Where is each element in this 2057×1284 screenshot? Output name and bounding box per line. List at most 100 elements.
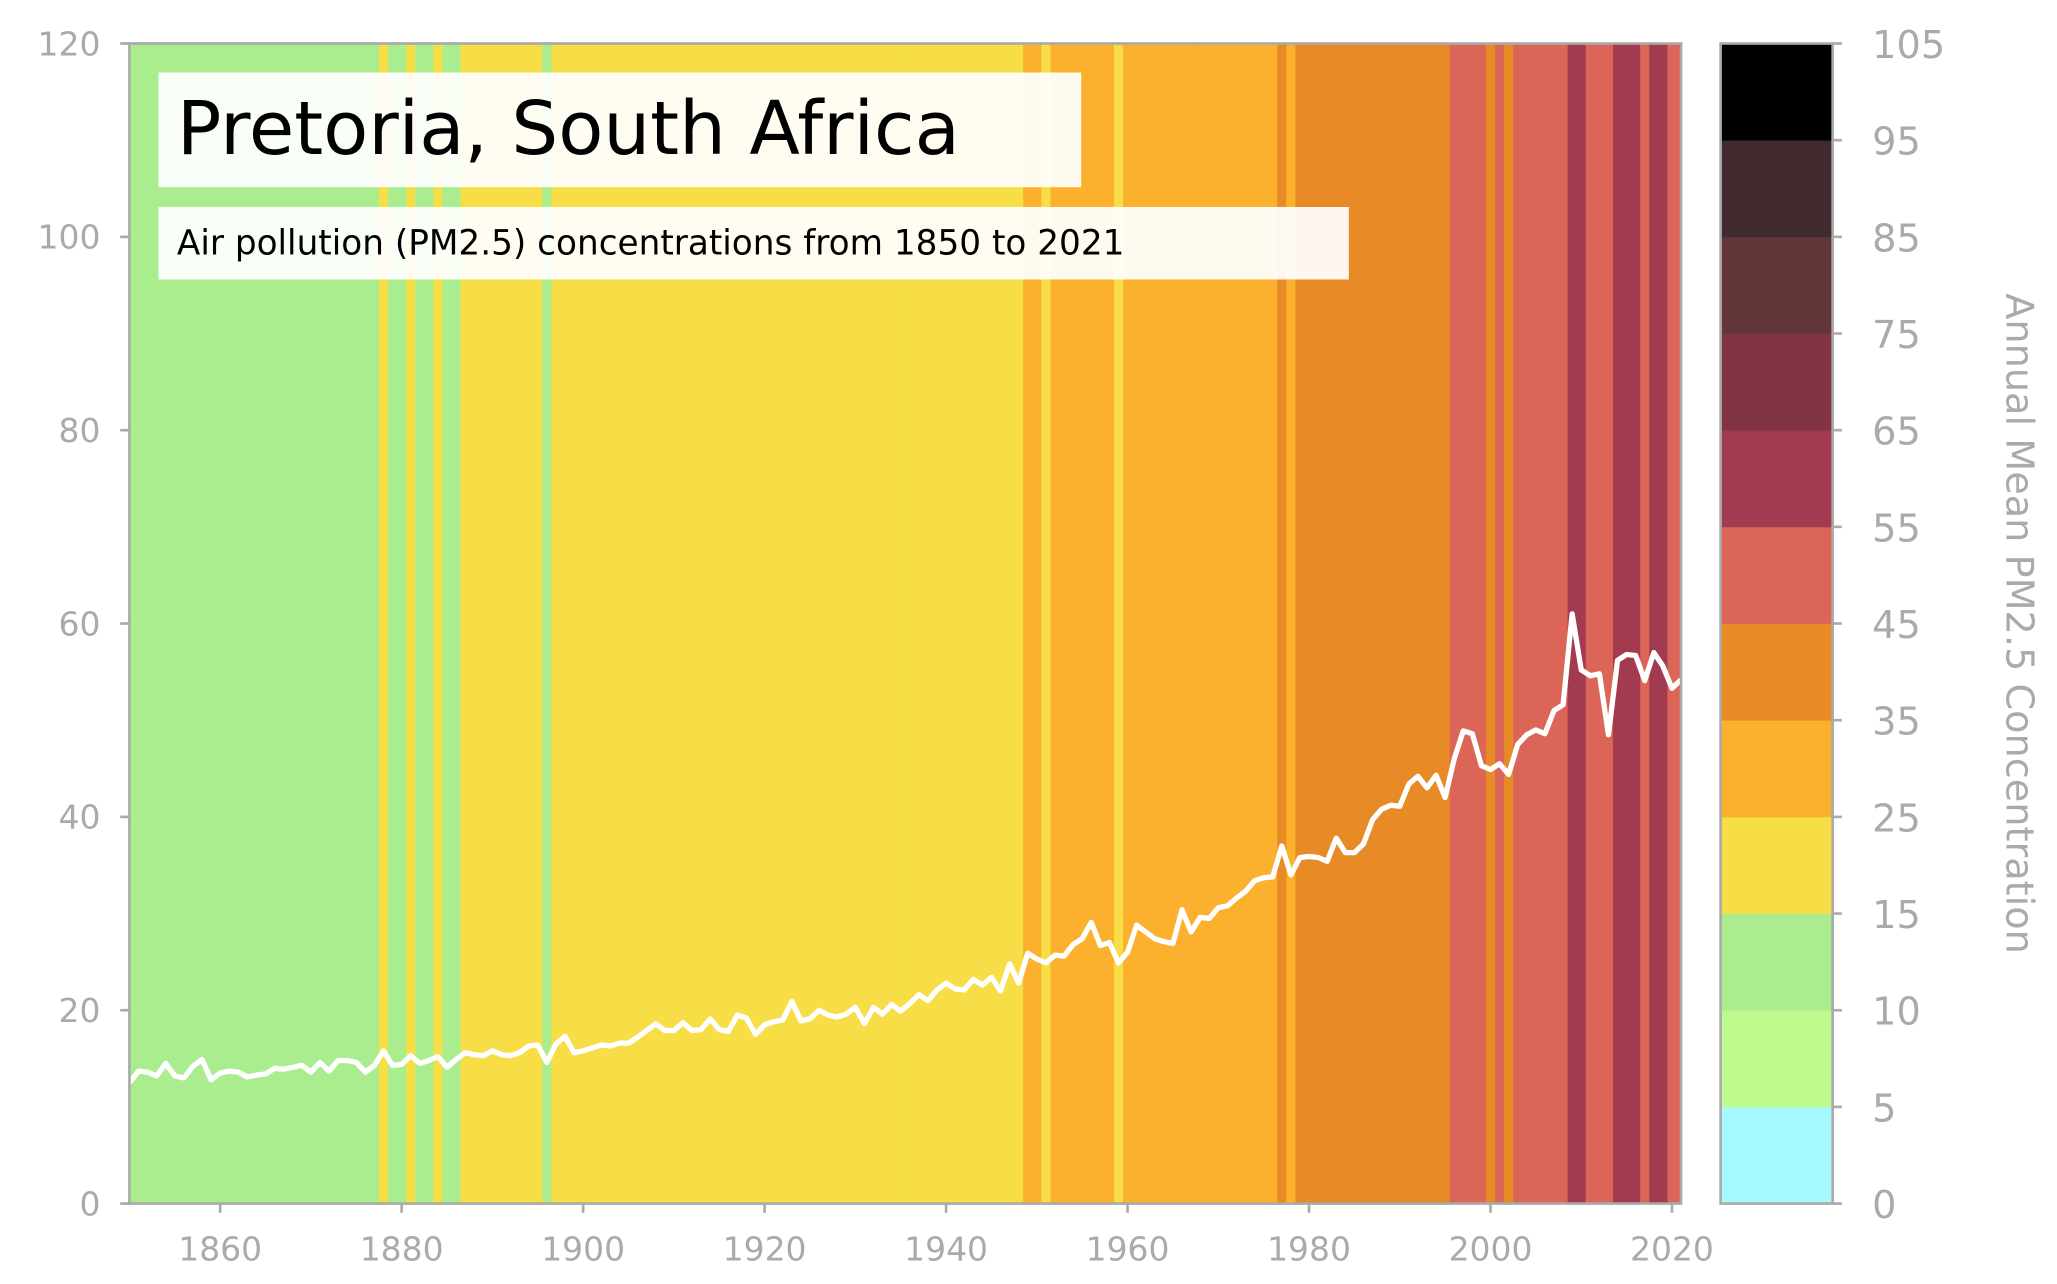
stripe [1059,43,1070,1204]
y-tick-label: 100 [38,218,101,257]
stripe [487,43,498,1204]
colorbar-tick-label: 25 [1872,797,1921,841]
stripe [206,43,217,1204]
stripe [378,43,389,1204]
stripe [1195,43,1206,1204]
colorbar-bin [1720,140,1833,238]
stripe [1676,43,1682,1204]
stripe [478,43,489,1204]
pm25-line [129,611,1682,1085]
x-tick-label: 1920 [723,1229,807,1268]
stripe [796,43,806,1204]
stripe [696,43,707,1204]
stripe [1113,43,1124,1204]
stripe [505,43,516,1204]
stripe [1558,43,1569,1204]
colorbar-bin [1720,623,1833,721]
stripe [1141,43,1151,1204]
stripe [1513,43,1523,1204]
stripe [587,43,598,1204]
x-tick-label: 1880 [360,1229,444,1268]
stripe [1495,43,1505,1204]
colorbar-bin [1720,430,1833,528]
stripe [850,43,861,1204]
stripe [415,43,425,1204]
y-tick-label: 120 [38,24,101,63]
stripe [868,43,879,1204]
stripe [642,43,652,1204]
stripe [1023,43,1033,1204]
y-tick-label: 80 [59,411,101,450]
stripe [1522,43,1532,1204]
stripe [760,43,770,1204]
colorbar-bin [1720,720,1833,818]
colorbar-tick-label: 55 [1872,507,1921,551]
stripe [1231,43,1242,1204]
stripe [1240,43,1251,1204]
line-layer [129,611,1682,1085]
stripe [1422,43,1433,1204]
stripe [279,43,289,1204]
colorbar-tick-label: 5 [1872,1087,1896,1131]
stripe [388,43,398,1204]
colorbar-tick-label: 65 [1872,411,1921,455]
x-tick-label: 1940 [904,1229,988,1268]
stripe [778,43,788,1204]
stripe [968,43,979,1204]
stripe [1649,43,1659,1204]
stripe [678,43,688,1204]
stripe [887,43,897,1204]
stripe [923,43,933,1204]
x-tick-label: 1960 [1086,1229,1170,1268]
stripe [460,43,471,1204]
stripe [787,43,797,1204]
stripe [623,43,634,1204]
stripe [1576,43,1587,1204]
stripe [859,43,870,1204]
x-tick-label: 1980 [1267,1229,1351,1268]
stripe [714,43,725,1204]
stripe [1095,43,1106,1204]
stripe [1104,43,1115,1204]
colorbar-bin [1720,43,1833,141]
stripe [1150,43,1160,1204]
stripe [741,43,752,1204]
stripe [1295,43,1306,1204]
stripe [1603,43,1614,1204]
stripe [896,43,906,1204]
colorbar-tick-label: 75 [1872,314,1921,358]
stripe [1005,43,1015,1204]
stripe [233,43,244,1204]
colorbar-bin [1720,333,1833,431]
stripe [1286,43,1296,1204]
stripe [152,43,162,1204]
stripe [1213,43,1224,1204]
y-tick-label: 60 [59,604,101,643]
title-box [158,72,1082,188]
stripe [1485,43,1496,1204]
stripe [242,43,253,1204]
stripe [143,43,153,1204]
stripe [560,43,571,1204]
stripe [959,43,970,1204]
stripe [1504,43,1514,1204]
stripe [306,43,316,1204]
stripe [1386,43,1396,1204]
stripe [1086,43,1097,1204]
stripe [669,43,679,1204]
stripe [1177,43,1188,1204]
stripe [569,43,580,1204]
x-tick-label: 1900 [541,1229,625,1268]
stripe [1549,43,1560,1204]
stripe [1431,43,1442,1204]
colorbar-bin [1720,526,1833,624]
stripe [215,43,226,1204]
stripe [1404,43,1414,1204]
stripe [1222,43,1233,1204]
stripe [596,43,607,1204]
stripe [769,43,779,1204]
stripe [977,43,988,1204]
stripe [914,43,924,1204]
colorbar-tick-label: 10 [1872,991,1921,1035]
stripe [1440,43,1451,1204]
